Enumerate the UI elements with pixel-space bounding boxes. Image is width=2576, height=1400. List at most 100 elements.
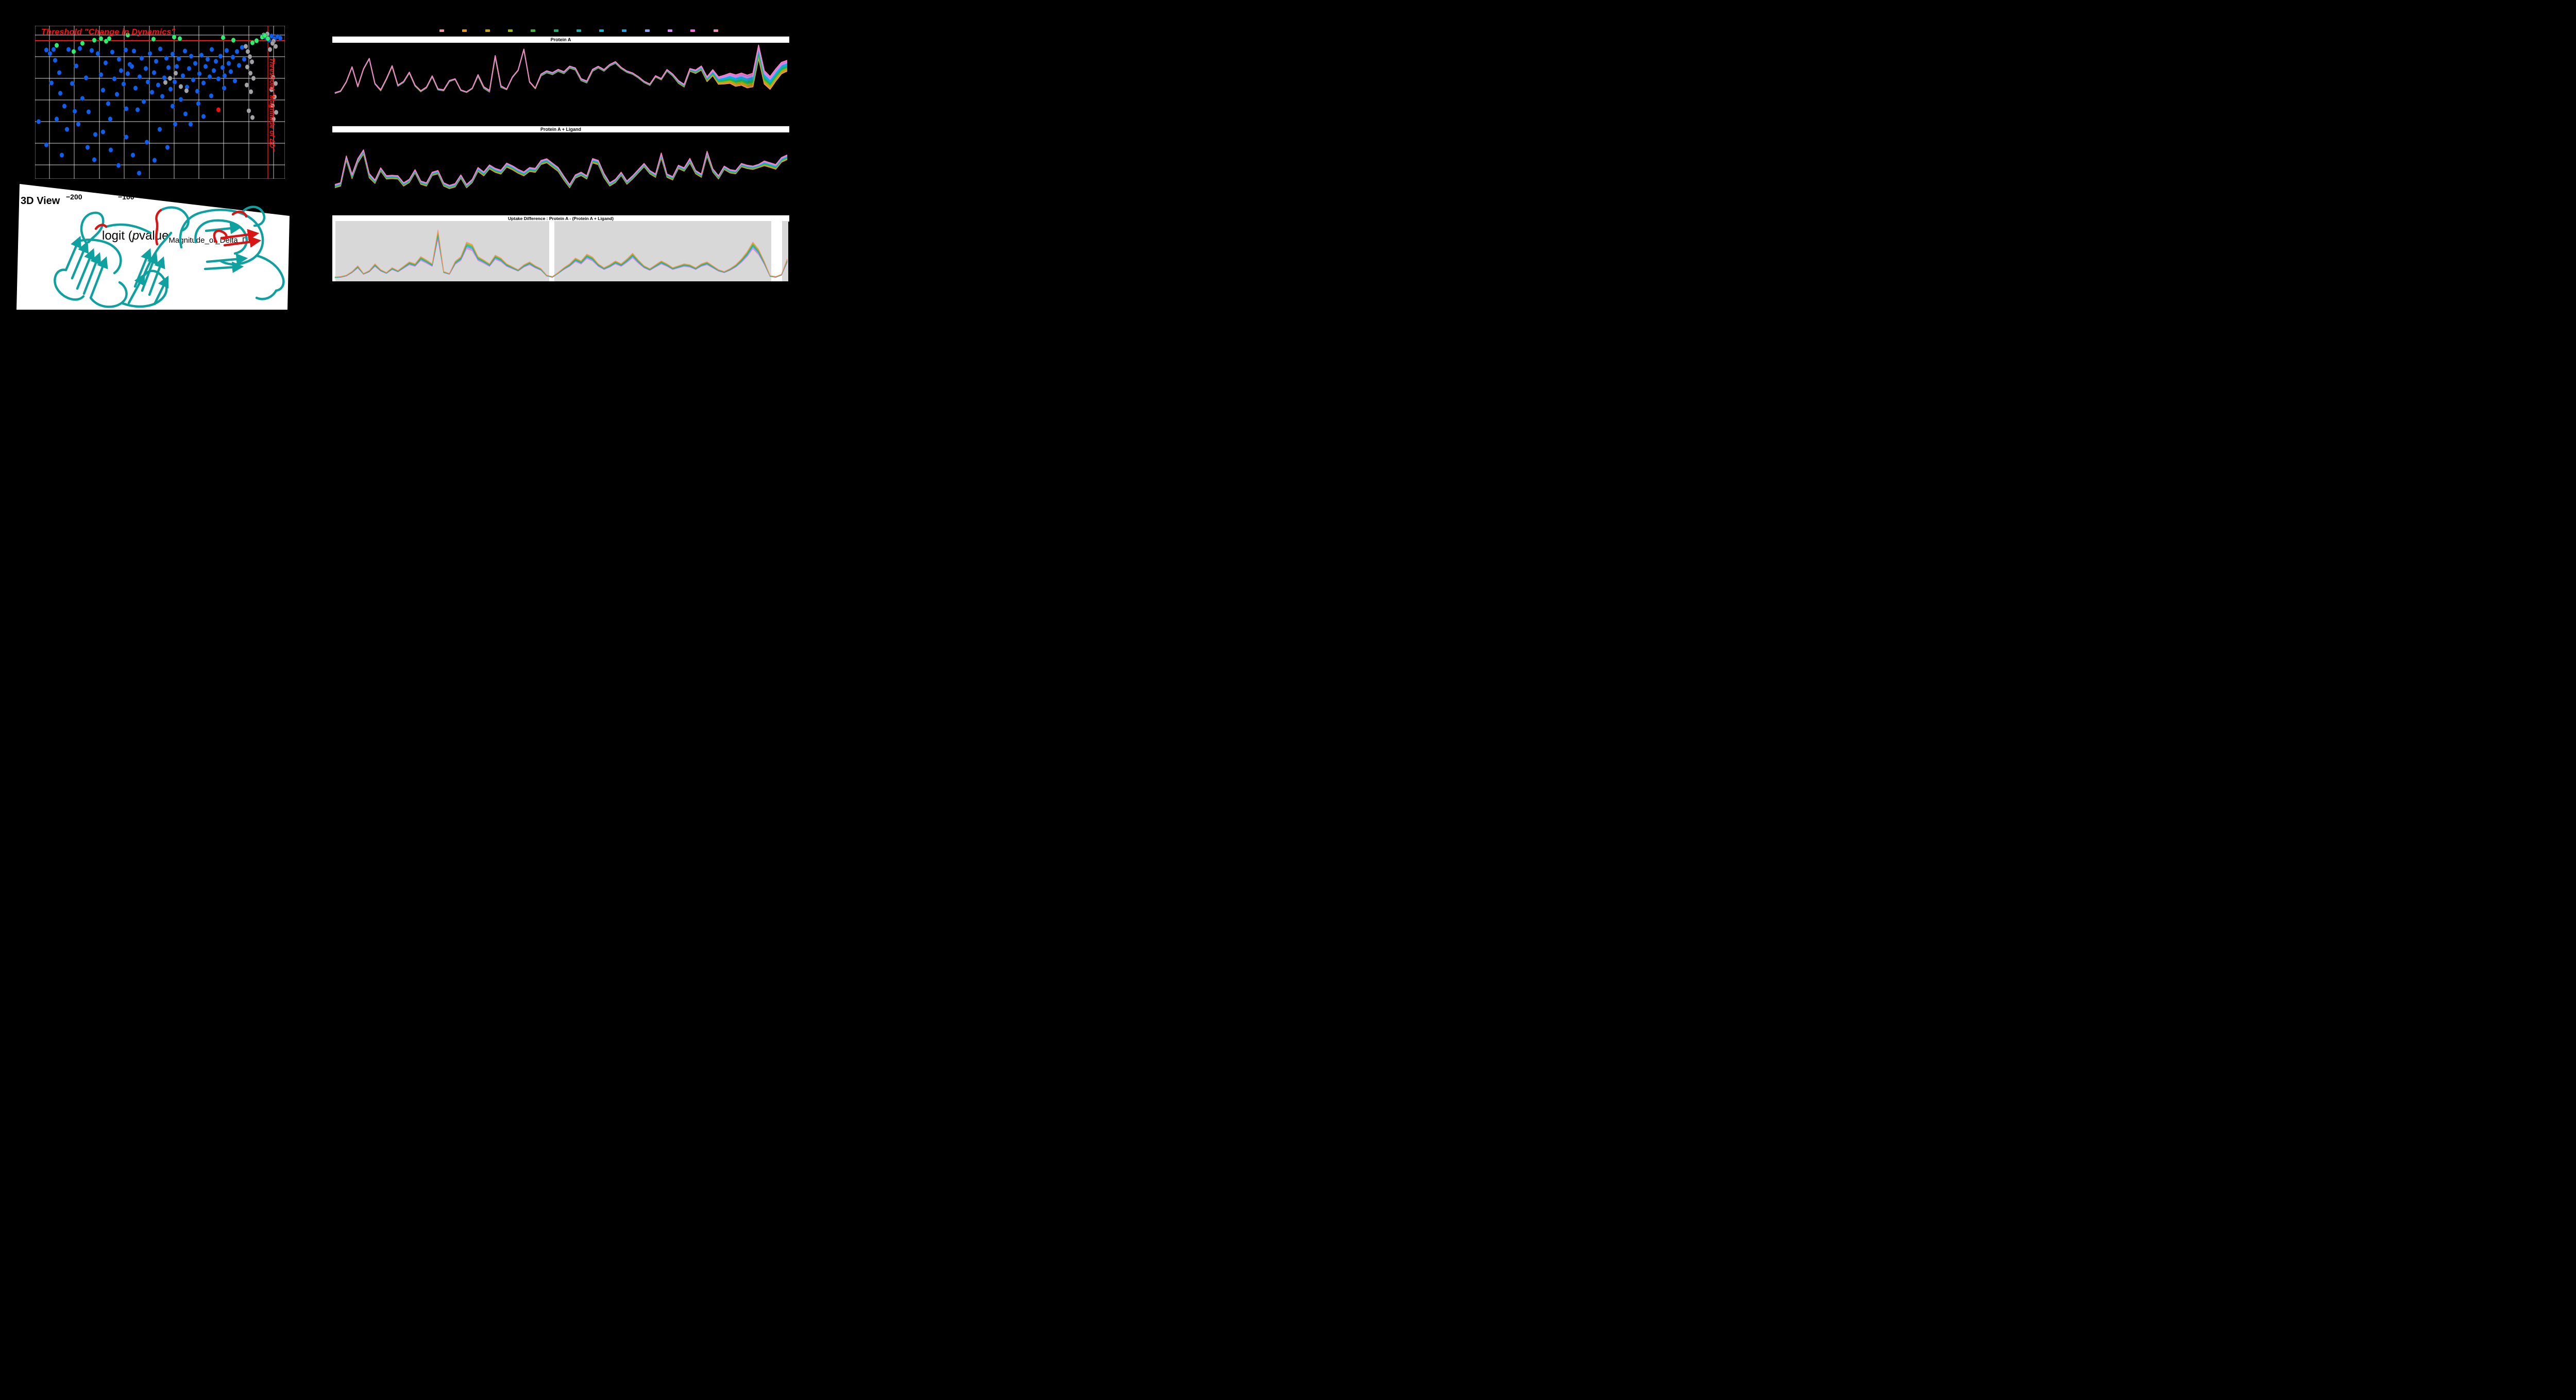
scatter-point-gray[interactable] bbox=[245, 48, 250, 55]
scatter-point-blue[interactable] bbox=[168, 86, 173, 92]
scatter-point-blue[interactable] bbox=[201, 80, 206, 86]
scatter-point-blue[interactable] bbox=[93, 131, 98, 138]
scatter-point-green[interactable] bbox=[262, 32, 267, 39]
scatter-point-gray[interactable] bbox=[248, 70, 253, 76]
scatter-point-gray[interactable] bbox=[270, 103, 275, 109]
scatter-point-blue[interactable] bbox=[173, 121, 178, 127]
scatter-point-blue[interactable] bbox=[108, 116, 113, 122]
scatter-point-blue[interactable] bbox=[143, 65, 148, 72]
scatter-point-blue[interactable] bbox=[92, 157, 97, 163]
scatter-point-gray[interactable] bbox=[248, 89, 253, 95]
scatter-point-blue[interactable] bbox=[174, 63, 179, 70]
scatter-point-gray[interactable] bbox=[184, 88, 189, 94]
scatter-point-blue[interactable] bbox=[218, 53, 223, 59]
scatter-point-green[interactable] bbox=[177, 36, 182, 42]
uptake-difference-chart[interactable] bbox=[332, 221, 789, 281]
scatter-point-blue[interactable] bbox=[49, 80, 54, 86]
series-line[interactable] bbox=[334, 44, 788, 93]
scatter-point-blue[interactable] bbox=[196, 100, 201, 107]
scatter-point-blue[interactable] bbox=[211, 68, 216, 74]
scatter-point-blue[interactable] bbox=[203, 63, 208, 70]
legend-swatch-10[interactable] bbox=[645, 29, 650, 32]
scatter-point-blue[interactable] bbox=[144, 139, 149, 145]
scatter-point-blue[interactable] bbox=[158, 46, 163, 52]
scatter-point-gray[interactable] bbox=[163, 79, 168, 86]
legend-swatch-4[interactable] bbox=[507, 29, 513, 32]
legend-swatch-9[interactable] bbox=[622, 29, 627, 32]
scatter-point-blue[interactable] bbox=[278, 35, 283, 41]
scatter-point-blue[interactable] bbox=[176, 56, 181, 62]
legend-swatch-2[interactable] bbox=[462, 29, 467, 32]
scatter-point-blue[interactable] bbox=[100, 87, 106, 93]
scatter-point-gray[interactable] bbox=[178, 83, 183, 90]
scatter-point-gray[interactable] bbox=[271, 116, 276, 122]
scatter-point-blue[interactable] bbox=[47, 50, 53, 57]
scatter-point-blue[interactable] bbox=[222, 73, 227, 79]
legend-swatch-11[interactable] bbox=[668, 29, 672, 32]
scatter-point-blue[interactable] bbox=[100, 129, 106, 135]
protein-3d-structure[interactable] bbox=[0, 0, 808, 310]
scatter-point-blue[interactable] bbox=[72, 108, 77, 114]
scatter-point-blue[interactable] bbox=[141, 98, 146, 105]
scatter-point-blue[interactable] bbox=[51, 46, 56, 53]
scatter-point-blue[interactable] bbox=[116, 162, 121, 168]
scatter-point-blue[interactable] bbox=[85, 144, 90, 150]
legend-swatch-3[interactable] bbox=[485, 29, 490, 32]
scatter-point-blue[interactable] bbox=[207, 74, 212, 80]
scatter-point-blue[interactable] bbox=[80, 95, 85, 102]
scatter-point-gray[interactable] bbox=[245, 64, 250, 70]
scatter-point-blue[interactable] bbox=[137, 170, 142, 176]
scatter-point-blue[interactable] bbox=[139, 55, 144, 61]
scatter-point-gray[interactable] bbox=[270, 74, 276, 80]
scatter-point-blue[interactable] bbox=[112, 76, 117, 82]
scatter-point-gray[interactable] bbox=[267, 46, 273, 53]
scatter-point-blue[interactable] bbox=[193, 60, 198, 66]
scatter-point-blue[interactable] bbox=[66, 46, 71, 53]
scatter-point-gray[interactable] bbox=[269, 87, 274, 93]
scatter-point-blue[interactable] bbox=[152, 157, 157, 163]
scatter-point-gray[interactable] bbox=[273, 43, 278, 49]
legend-swatch-6[interactable] bbox=[553, 29, 558, 32]
scatter-point-blue[interactable] bbox=[130, 152, 135, 158]
series-line[interactable] bbox=[334, 45, 788, 93]
legend-swatch-8[interactable] bbox=[599, 29, 604, 32]
scatter-point-blue[interactable] bbox=[220, 64, 225, 71]
scatter-point-blue[interactable] bbox=[106, 100, 111, 107]
legend-swatch-1[interactable] bbox=[439, 29, 444, 32]
scatter-point-blue[interactable] bbox=[188, 121, 193, 127]
scatter-point-green[interactable] bbox=[54, 42, 59, 48]
scatter-point-blue[interactable] bbox=[236, 62, 242, 69]
scatter-point-blue[interactable] bbox=[114, 91, 120, 97]
legend-swatch-12[interactable] bbox=[690, 29, 696, 32]
scatter-point-green[interactable] bbox=[107, 36, 112, 42]
scatter-point-gray[interactable] bbox=[246, 108, 251, 114]
scatter-point-blue[interactable] bbox=[124, 134, 129, 140]
scatter-point-blue[interactable] bbox=[209, 46, 214, 53]
scatter-point-blue[interactable] bbox=[182, 48, 188, 54]
scatter-point-blue[interactable] bbox=[118, 68, 124, 74]
scatter-point-blue[interactable] bbox=[151, 70, 157, 76]
legend-swatch-13[interactable] bbox=[713, 29, 718, 32]
scatter-point-blue[interactable] bbox=[137, 74, 142, 80]
scatter-point-blue[interactable] bbox=[195, 88, 200, 94]
scatter-point-blue[interactable] bbox=[164, 55, 169, 61]
scatter-point-blue[interactable] bbox=[172, 79, 177, 85]
scatter-point-blue[interactable] bbox=[180, 73, 185, 79]
scatter-point-green[interactable] bbox=[254, 38, 259, 44]
scatter-point-blue[interactable] bbox=[95, 50, 100, 57]
scatter-point-green[interactable] bbox=[172, 34, 177, 40]
scatter-point-blue[interactable] bbox=[76, 121, 81, 127]
series-line[interactable] bbox=[334, 149, 788, 186]
scatter-point-blue[interactable] bbox=[170, 103, 175, 109]
scatter-point-blue[interactable] bbox=[110, 49, 115, 55]
scatter-point-blue[interactable] bbox=[230, 54, 235, 60]
scatter-point-blue[interactable] bbox=[121, 81, 126, 87]
scatter-point-blue[interactable] bbox=[228, 69, 233, 75]
scatter-point-red[interactable] bbox=[216, 107, 221, 113]
scatter-point-blue[interactable] bbox=[201, 113, 206, 120]
scatter-point-blue[interactable] bbox=[199, 52, 204, 58]
scatter-point-blue[interactable] bbox=[183, 111, 188, 117]
series-line[interactable] bbox=[334, 229, 788, 278]
scatter-point-blue[interactable] bbox=[170, 51, 175, 57]
scatter-point-blue[interactable] bbox=[157, 126, 162, 132]
